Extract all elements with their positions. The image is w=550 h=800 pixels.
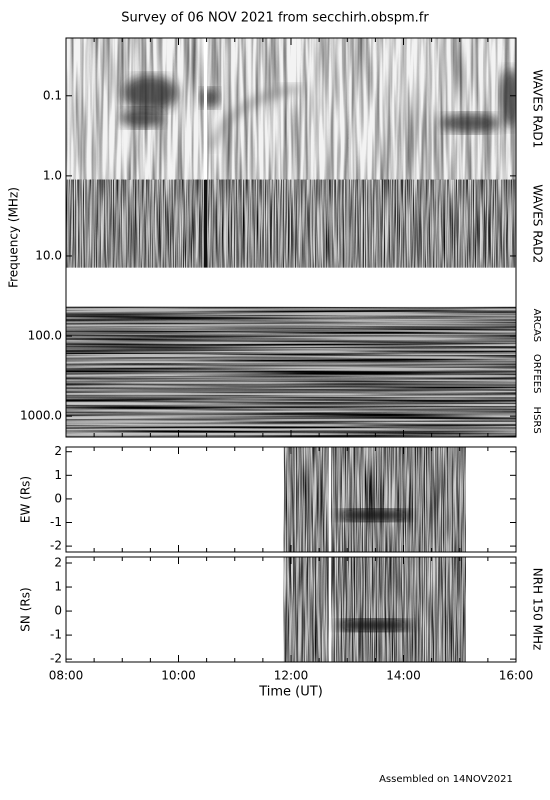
band-label: HSRS bbox=[531, 407, 542, 434]
y-axis-label: SN (Rs) bbox=[19, 587, 33, 631]
y-tick-label: 2 bbox=[54, 444, 62, 458]
burst bbox=[122, 75, 178, 111]
nrh-texture bbox=[283, 447, 466, 552]
y-tick-label: 1000.0 bbox=[20, 409, 62, 423]
y-tick-label: 0 bbox=[54, 491, 62, 505]
nrh-texture bbox=[283, 557, 466, 662]
y-axis-label: EW (Rs) bbox=[19, 476, 33, 523]
source bbox=[335, 509, 412, 522]
y-tick-label: -2 bbox=[50, 652, 62, 666]
burst bbox=[500, 68, 516, 128]
data-gap bbox=[328, 557, 331, 662]
band-label: WAVES RAD1 bbox=[531, 70, 545, 149]
burst bbox=[120, 108, 164, 128]
y-tick-label: -1 bbox=[50, 628, 62, 642]
burst bbox=[440, 113, 500, 133]
y-tick-label: -2 bbox=[50, 539, 62, 553]
x-tick-label: 10:00 bbox=[161, 669, 196, 683]
band-texture bbox=[66, 344, 516, 404]
y-tick-label: 1.0 bbox=[43, 168, 62, 182]
band-label: ORFEES bbox=[531, 354, 542, 394]
y-tick-label: 0.1 bbox=[43, 88, 62, 102]
y-axis-label: Frequency (MHz) bbox=[7, 187, 21, 288]
x-tick-label: 14:00 bbox=[386, 669, 421, 683]
x-axis-label: Time (UT) bbox=[258, 685, 323, 700]
y-tick-label: 2 bbox=[54, 556, 62, 570]
spectrogram-image bbox=[66, 38, 516, 662]
instrument-label: NRH 150 MHz bbox=[531, 568, 545, 651]
band-texture bbox=[66, 306, 516, 345]
y-tick-label: -1 bbox=[50, 515, 62, 529]
y-tick-label: 1 bbox=[54, 580, 62, 594]
x-tick-label: 12:00 bbox=[274, 669, 309, 683]
band-label: WAVES RAD2 bbox=[531, 184, 545, 263]
band-texture bbox=[66, 179, 516, 268]
y-tick-label: 10.0 bbox=[35, 248, 62, 262]
x-tick-label: 08:00 bbox=[49, 669, 84, 683]
source bbox=[335, 619, 412, 632]
data-gap bbox=[204, 38, 207, 180]
y-tick-label: 1 bbox=[54, 468, 62, 482]
burst-arc bbox=[209, 85, 301, 150]
burst bbox=[200, 88, 220, 108]
y-tick-label: 0 bbox=[54, 604, 62, 618]
empty-band bbox=[66, 267, 516, 307]
band-label: ARCAS bbox=[531, 309, 542, 342]
burst bbox=[204, 179, 207, 268]
chart-title: Survey of 06 NOV 2021 from secchirh.obsp… bbox=[121, 11, 429, 26]
x-tick-label: 16:00 bbox=[499, 669, 534, 683]
data-gap bbox=[328, 447, 331, 552]
footer: Assembled on 14NOV2021 bbox=[379, 774, 513, 785]
y-tick-label: 100.0 bbox=[28, 329, 62, 343]
